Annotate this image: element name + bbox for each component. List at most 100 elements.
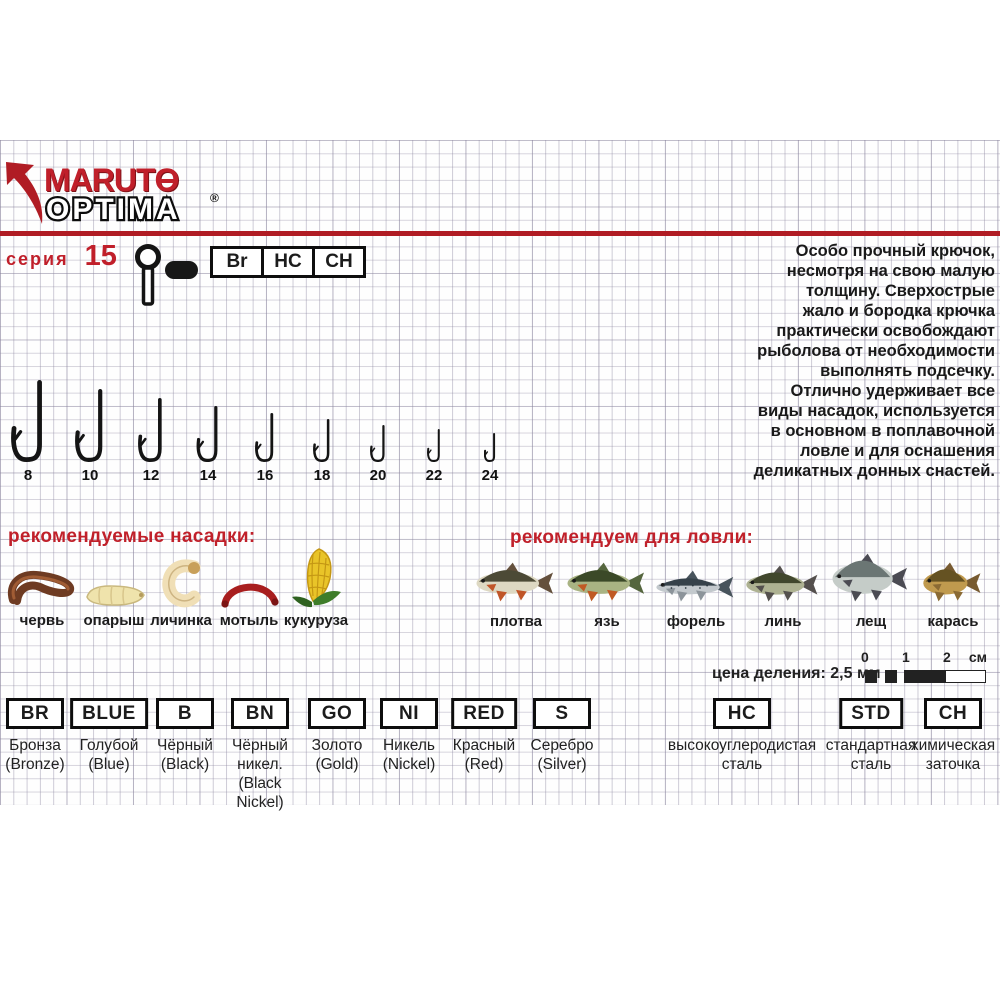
spec-code-table: Br HC CH — [210, 246, 366, 278]
bloodworm-icon — [219, 576, 279, 613]
description-line: рыболова от необходимости — [757, 342, 995, 360]
finish-code-box: BLUE — [70, 698, 148, 729]
finish-code-label-line: Золото — [311, 737, 363, 754]
finish-code-label-line: Голубой — [79, 737, 139, 754]
scale-caption: цена деления: 2,5 мм — [712, 665, 881, 682]
bait-label: червь — [19, 612, 65, 629]
fish-label: карась — [927, 613, 979, 630]
bait-label: личинка — [150, 612, 212, 629]
finish-code-label-line: (Gold) — [315, 756, 359, 773]
finish-code-box: GO — [308, 698, 366, 729]
description-line: Особо прочный крючок, — [795, 242, 995, 260]
description-line: несмотря на свою малую — [786, 262, 995, 280]
product-description: Особо прочный крючок, несмотря на свою ма… — [754, 241, 995, 481]
hook-icon — [138, 397, 164, 468]
finish-code-box: BR — [6, 698, 64, 729]
description-line: Отлично удерживает все — [790, 382, 995, 400]
finish-code-label: Никель (Nickel) — [383, 736, 436, 774]
finish-code-label-line: Чёрный — [157, 737, 213, 754]
finish-code-box: B — [156, 698, 214, 729]
series-row: серия 15 — [6, 240, 117, 273]
finish-code-label: Красный (Red) — [453, 736, 515, 774]
series-label: серия — [6, 249, 69, 269]
worm-icon — [6, 564, 78, 613]
hook-size-label: 16 — [256, 467, 274, 484]
hook-icon — [11, 379, 45, 468]
finish-code-box: CH — [924, 698, 982, 729]
hook-icon — [255, 412, 275, 468]
hook-size-label: 20 — [369, 467, 387, 484]
baits-title: рекомендуемые насадки: — [8, 526, 256, 547]
finish-code-label-line: (Silver) — [537, 756, 587, 773]
ruler-tick-label: 2 — [943, 649, 951, 665]
hook-icon — [483, 432, 496, 468]
finish-code-box: S — [533, 698, 591, 729]
description-line: в основном в поплавочной — [770, 422, 995, 440]
hook-icon — [313, 418, 331, 468]
finish-code-label-line: Чёрный — [232, 737, 288, 754]
finish-code-label: Чёрный никел. (Black Nickel) — [232, 736, 288, 812]
finish-code-label: Бронза (Bronze) — [5, 736, 64, 774]
hook-size-label: 12 — [142, 467, 160, 484]
trout-fish-icon — [654, 569, 738, 612]
bait-label: кукуруза — [283, 612, 349, 629]
finish-code-label-line: Бронза — [9, 737, 61, 754]
brand-name-last-letter: O — [155, 162, 180, 199]
finish-code-label-line: Никель — [382, 737, 436, 754]
finish-code-box: HC — [713, 698, 771, 729]
finish-code-label-line: сталь — [721, 756, 763, 773]
ide-fish-icon — [565, 561, 649, 612]
larva-icon — [161, 558, 201, 613]
description-line: ловле и для оснашения — [799, 442, 995, 460]
fish-title: рекомендуем для ловли: — [510, 527, 754, 548]
finish-code-label-line: высокоуглеродистая — [667, 737, 817, 754]
finish-code-label-line: (Red) — [464, 756, 504, 773]
registered-mark: ® — [210, 191, 219, 205]
finish-code-label-line: (Black — [238, 775, 282, 792]
ruler-segment — [945, 670, 986, 683]
finish-code-box: STD — [839, 698, 903, 729]
finish-code-label-line: (Bronze) — [5, 756, 65, 773]
ruler-tick-label: 1 — [902, 649, 910, 665]
finish-code-label-line: химическая — [910, 737, 996, 754]
bream-fish-icon — [830, 552, 912, 612]
hook-icon — [427, 428, 441, 468]
red-divider — [0, 231, 1000, 236]
finish-code-label-line: никел. — [237, 756, 283, 773]
hook-icon — [196, 405, 220, 468]
roach-fish-icon — [474, 561, 558, 612]
crucian-fish-icon — [921, 561, 985, 612]
brand-name-text: MARUT — [44, 162, 156, 198]
spec-code-box: HC — [261, 246, 315, 278]
finish-code-box: RED — [451, 698, 517, 729]
hook-size-label: 14 — [199, 467, 217, 484]
ruler-segment — [865, 670, 877, 683]
finish-code-label-line: стандартная — [825, 737, 917, 754]
description-line: толщину. Сверхострые — [805, 282, 995, 300]
finish-code-label-line: (Nickel) — [382, 756, 436, 773]
corn-icon — [289, 546, 343, 613]
finish-code-label-line: Красный — [452, 737, 516, 754]
finish-code-label-line: сталь — [850, 756, 892, 773]
hook-size-label: 8 — [23, 467, 33, 484]
brand-swoosh-icon — [6, 162, 43, 224]
finish-code-label: высокоуглеродистая сталь — [668, 736, 816, 774]
spec-code-box: Br — [210, 246, 264, 278]
finish-code-label-line: заточка — [925, 756, 981, 773]
maggot-icon — [82, 582, 146, 613]
finish-code-label-line: Серебро — [530, 737, 594, 754]
finish-code-label: Голубой (Blue) — [80, 736, 139, 774]
bait-label: опарыш — [83, 612, 145, 629]
finish-code-label: стандартная сталь — [826, 736, 916, 774]
bait-label: мотыль — [219, 612, 279, 629]
finish-code-label-line: Nickel) — [236, 794, 284, 811]
hook-size-label: 24 — [481, 467, 499, 484]
brand-subtitle: OPTIMA ® — [44, 191, 219, 229]
ruler-segment — [885, 670, 897, 683]
spec-code-box: CH — [312, 246, 366, 278]
hook-icon — [370, 424, 386, 468]
hook-size-label: 22 — [425, 467, 443, 484]
ruler-segment — [904, 670, 945, 683]
